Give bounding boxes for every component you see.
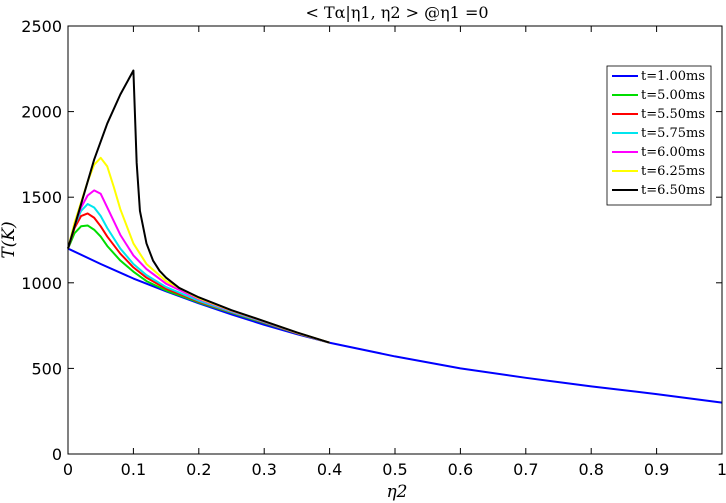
series-line-t-5-00ms: [67, 224, 330, 344]
y-tick-label: 0: [52, 445, 62, 464]
x-tick-label: 0.1: [121, 460, 146, 479]
legend-box: [606, 65, 712, 206]
series-line-t-5-75ms: [67, 203, 330, 344]
y-tick-label: 500: [31, 359, 62, 378]
x-tick-label: 0.3: [251, 460, 276, 479]
chart-title: < Tα|η1, η2 > @η1 =0: [305, 3, 488, 22]
x-tick-label: 0.9: [644, 460, 669, 479]
x-tick-label: 0.7: [513, 460, 538, 479]
y-tick-label: 1000: [21, 274, 62, 293]
legend-label: t=5.00ms: [641, 88, 705, 103]
series-line-t-6-25ms: [67, 156, 330, 344]
series-line-t-5-50ms: [67, 212, 330, 344]
legend-label: t=1.00ms: [641, 69, 705, 84]
y-axis-title: T(K): [0, 221, 19, 258]
y-tick-label: 1500: [21, 188, 62, 207]
x-axis-title: η2: [386, 482, 407, 502]
x-tick-label: 0.8: [578, 460, 603, 479]
x-tick-label: 0.5: [382, 460, 407, 479]
x-tick-label: 0.2: [186, 460, 211, 479]
legend-label: t=5.75ms: [641, 126, 705, 141]
x-axis: 0 0.1 0.2 0.3 0.4 0.5 0.6 0.7 0.8 0.9 1: [63, 26, 726, 479]
y-tick-label: 2500: [21, 17, 62, 36]
legend-label: t=6.00ms: [641, 145, 705, 160]
x-tick-label: 1: [717, 460, 726, 479]
series-layer: [67, 69, 723, 404]
legend-label: t=6.25ms: [641, 164, 705, 179]
y-tick-label: 2000: [21, 103, 62, 122]
x-tick-label: 0.4: [317, 460, 342, 479]
legend-label: t=5.50ms: [641, 107, 705, 122]
series-line-t-1-00ms: [67, 247, 723, 404]
series-line-t-6-50ms: [67, 69, 330, 344]
legend: t=1.00ms t=5.00ms t=5.50ms t=5.75ms t=6.00ms…: [606, 65, 712, 206]
x-tick-label: 0: [63, 460, 73, 479]
x-tick-label: 0.6: [448, 460, 473, 479]
legend-label: t=6.50ms: [641, 183, 705, 198]
y-axis: 0 500 1000 1500 2000 2500: [21, 17, 722, 464]
